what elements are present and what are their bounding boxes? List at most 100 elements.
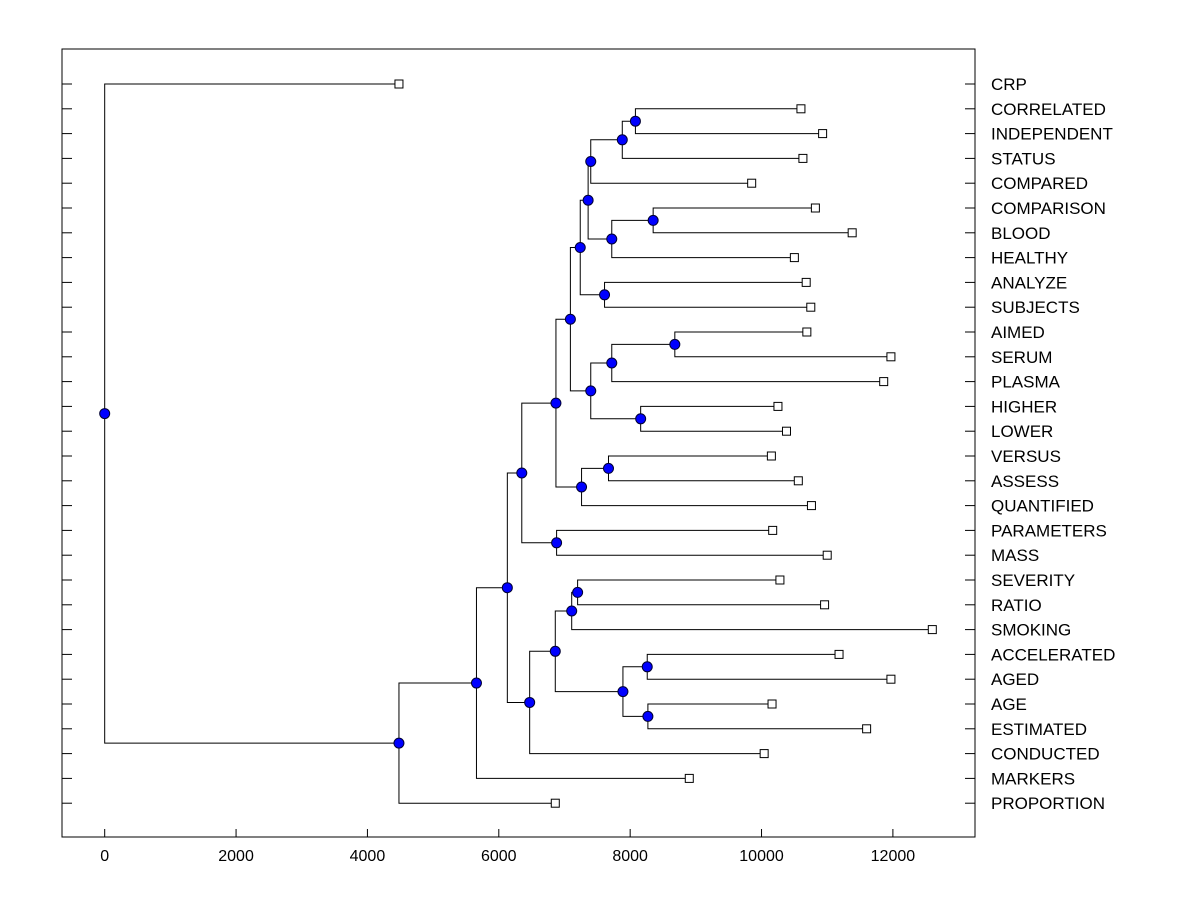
leaf-label-versus: VERSUS bbox=[991, 447, 1061, 466]
leaf-marker-compared bbox=[747, 178, 757, 188]
leaf-marker-age bbox=[767, 699, 777, 709]
nodes-layer bbox=[99, 115, 681, 749]
merge-node-n2 bbox=[616, 134, 628, 146]
leaf-label-subjects: SUBJECTS bbox=[991, 298, 1080, 317]
merge-node-n8 bbox=[574, 242, 586, 254]
leaf-marker-ratio bbox=[820, 600, 830, 610]
leaf-label-aimed: AIMED bbox=[991, 323, 1045, 342]
leaf-marker-crp bbox=[394, 79, 404, 89]
leaf-label-compared: COMPARED bbox=[991, 174, 1088, 193]
link-n19 bbox=[577, 579, 825, 606]
leaf-label-assess: ASSESS bbox=[991, 472, 1059, 491]
merge-node-n22 bbox=[642, 710, 654, 722]
link-n4 bbox=[652, 207, 853, 234]
leaf-labels: CRP CORRELATED INDEPENDENT STATUS COMPARED CO… bbox=[991, 75, 1115, 813]
x-tick-label: 12000 bbox=[871, 848, 916, 865]
merge-node-n19 bbox=[572, 586, 584, 598]
link-n22 bbox=[647, 703, 867, 730]
merge-node-n4 bbox=[647, 214, 659, 226]
link-n29 bbox=[104, 83, 399, 744]
leaf-label-ratio: RATIO bbox=[991, 596, 1042, 615]
link-n5 bbox=[611, 219, 795, 259]
x-tick-label: 4000 bbox=[350, 848, 386, 865]
x-tick-label: 2000 bbox=[218, 848, 254, 865]
merge-node-n28 bbox=[393, 737, 405, 749]
leaf-marker-conducted bbox=[759, 749, 769, 759]
y-ticks-layer bbox=[62, 83, 975, 804]
leaf-marker-mass bbox=[822, 550, 832, 560]
merge-node-n9 bbox=[669, 338, 681, 350]
leaf-label-healthy: HEALTHY bbox=[991, 249, 1068, 268]
merge-node-n25 bbox=[524, 696, 536, 708]
leaf-marker-quantified bbox=[806, 501, 816, 511]
leaves-layer bbox=[394, 79, 937, 808]
merge-node-n1 bbox=[629, 115, 641, 127]
leaf-marker-markers bbox=[684, 773, 694, 783]
leaf-label-markers: MARKERS bbox=[991, 769, 1075, 788]
merge-node-n26 bbox=[501, 582, 513, 594]
leaf-marker-comparison bbox=[810, 203, 820, 213]
x-tick-label: 0 bbox=[100, 848, 109, 865]
leaf-label-mass: MASS bbox=[991, 546, 1039, 565]
merge-node-n29 bbox=[99, 408, 111, 420]
link-n10 bbox=[611, 343, 884, 383]
leaf-marker-aimed bbox=[802, 327, 812, 337]
leaf-marker-proportion bbox=[550, 798, 560, 808]
leaf-marker-lower bbox=[781, 426, 791, 436]
leaf-marker-aged bbox=[886, 674, 896, 684]
leaf-marker-subjects bbox=[806, 302, 816, 312]
merge-node-n24 bbox=[549, 645, 561, 657]
leaf-label-serum: SERUM bbox=[991, 348, 1052, 367]
link-n21 bbox=[646, 653, 891, 680]
leaf-label-higher: HIGHER bbox=[991, 397, 1057, 416]
leaf-marker-assess bbox=[793, 476, 803, 486]
leaf-marker-accelerated bbox=[834, 649, 844, 659]
leaf-marker-analyze bbox=[801, 277, 811, 287]
link-n17 bbox=[556, 529, 828, 556]
merge-node-n13 bbox=[564, 313, 576, 325]
leaf-label-estimated: ESTIMATED bbox=[991, 720, 1087, 739]
leaf-marker-blood bbox=[847, 228, 857, 238]
leaf-marker-status bbox=[798, 153, 808, 163]
leaf-marker-independent bbox=[818, 129, 828, 139]
merge-node-n5 bbox=[606, 233, 618, 245]
merge-node-n7 bbox=[599, 289, 611, 301]
link-n7 bbox=[604, 281, 811, 308]
leaf-label-comparison: COMPARISON bbox=[991, 199, 1106, 218]
link-n20 bbox=[571, 591, 933, 631]
leaf-label-analyze: ANALYZE bbox=[991, 273, 1067, 292]
leaf-marker-parameters bbox=[768, 525, 778, 535]
leaf-label-correlated: CORRELATED bbox=[991, 100, 1106, 119]
merge-node-n21 bbox=[641, 661, 653, 673]
leaf-marker-severity bbox=[775, 575, 785, 585]
leaf-marker-versus bbox=[766, 451, 776, 461]
leaf-label-status: STATUS bbox=[991, 149, 1056, 168]
leaf-label-blood: BLOOD bbox=[991, 224, 1051, 243]
link-n24 bbox=[554, 610, 623, 693]
leaf-marker-higher bbox=[773, 401, 783, 411]
merge-node-n27 bbox=[470, 677, 482, 689]
link-n2 bbox=[621, 120, 803, 159]
merge-node-n11 bbox=[635, 413, 647, 425]
link-n3 bbox=[590, 139, 752, 184]
x-tick-label: 8000 bbox=[612, 848, 648, 865]
link-n11 bbox=[640, 405, 787, 432]
link-n27 bbox=[475, 587, 690, 779]
x-tick-label: 6000 bbox=[481, 848, 517, 865]
leaf-marker-healthy bbox=[789, 253, 799, 263]
leaf-label-proportion: PROPORTION bbox=[991, 794, 1105, 813]
leaf-label-crp: CRP bbox=[991, 75, 1027, 94]
merge-node-n14 bbox=[602, 462, 614, 474]
merge-node-n23 bbox=[617, 686, 629, 698]
plot-area-frame bbox=[61, 48, 976, 838]
merge-node-n18 bbox=[516, 467, 528, 479]
leaf-marker-smoking bbox=[927, 625, 937, 635]
x-axis: 0 2000 4000 6000 8000 10000 12000 bbox=[100, 829, 915, 865]
merge-node-n16 bbox=[550, 397, 562, 409]
leaf-label-independent: INDEPENDENT bbox=[991, 125, 1113, 144]
merge-node-n6 bbox=[582, 194, 594, 206]
leaf-label-aged: AGED bbox=[991, 670, 1039, 689]
leaf-marker-serum bbox=[886, 352, 896, 362]
leaf-label-severity: SEVERITY bbox=[991, 571, 1075, 590]
merge-node-n15 bbox=[576, 481, 588, 493]
